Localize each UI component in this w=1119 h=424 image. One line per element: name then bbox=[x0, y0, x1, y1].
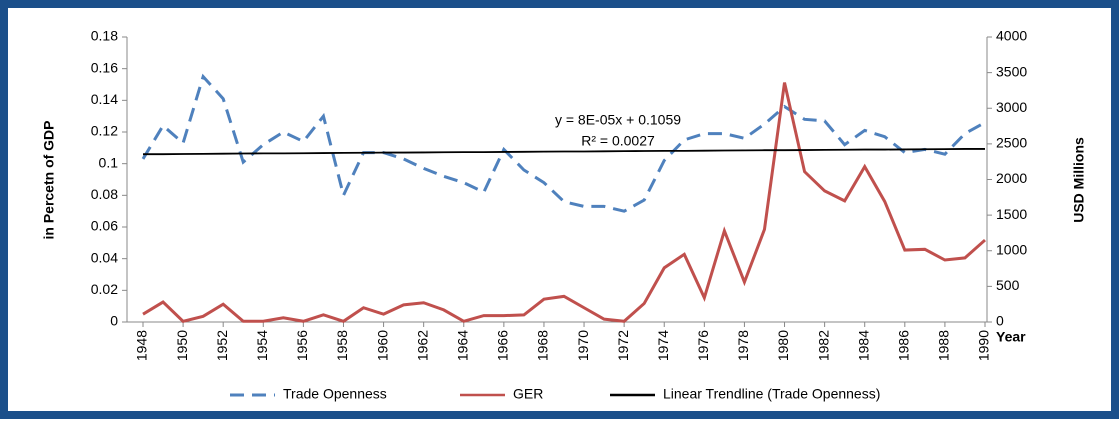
x-tick-label: 1974 bbox=[655, 330, 671, 361]
y2-tick-label: 2500 bbox=[996, 135, 1027, 151]
x-axis-title: Year bbox=[996, 329, 1026, 345]
y-tick-label: 0.16 bbox=[91, 59, 118, 75]
x-tick-label: 1968 bbox=[535, 330, 551, 361]
x-tick-label: 1970 bbox=[575, 330, 591, 361]
y-axis-title: in Percetn of GDP bbox=[41, 120, 57, 239]
series-line bbox=[142, 82, 986, 323]
x-tick-label: 1978 bbox=[735, 330, 751, 361]
y-tick-label: 0 bbox=[110, 313, 118, 329]
legend-label: Trade Openness bbox=[283, 386, 387, 402]
y2-tick-label: 500 bbox=[996, 277, 1020, 293]
x-tick-label: 1960 bbox=[374, 330, 390, 361]
x-tick-label: 1954 bbox=[254, 330, 270, 361]
x-tick-label: 1980 bbox=[775, 330, 791, 361]
x-tick-label: 1950 bbox=[174, 330, 190, 361]
x-tick-label: 1990 bbox=[976, 330, 992, 361]
x-tick-label: 1956 bbox=[294, 330, 310, 361]
series-line bbox=[143, 148, 985, 156]
y2-tick-label: 0 bbox=[996, 313, 1004, 329]
y2-tick-label: 3500 bbox=[996, 63, 1027, 79]
y-tick-label: 0.04 bbox=[91, 249, 118, 265]
y2-tick-label: 3000 bbox=[996, 99, 1027, 115]
x-tick-label: 1952 bbox=[214, 330, 230, 361]
y-tick-label: 0.1 bbox=[99, 154, 119, 170]
y-tick-label: 0.08 bbox=[91, 186, 118, 202]
x-tick-label: 1948 bbox=[134, 330, 150, 361]
x-tick-label: 1958 bbox=[334, 330, 350, 361]
y2-tick-label: 4000 bbox=[996, 28, 1027, 44]
x-tick-label: 1982 bbox=[815, 330, 831, 361]
legend-label: Linear Trendline (Trade Openness) bbox=[663, 386, 880, 402]
x-tick-label: 1976 bbox=[695, 330, 711, 361]
y2-tick-label: 2000 bbox=[996, 170, 1027, 186]
legend-label: GER bbox=[513, 386, 543, 402]
x-tick-label: 1988 bbox=[936, 330, 952, 361]
x-tick-label: 1972 bbox=[615, 330, 631, 361]
y2-tick-label: 1500 bbox=[996, 206, 1027, 222]
x-tick-label: 1986 bbox=[896, 330, 912, 361]
x-tick-label: 1964 bbox=[454, 330, 470, 361]
y2-tick-label: 1000 bbox=[996, 241, 1027, 257]
trend-equation: y = 8E-05x + 0.1059 bbox=[555, 112, 681, 128]
y2-axis-title: USD Millions bbox=[1071, 137, 1087, 223]
series-line bbox=[141, 73, 986, 213]
y-tick-label: 0.14 bbox=[91, 91, 118, 107]
x-tick-label: 1962 bbox=[414, 330, 430, 361]
x-tick-label: 1984 bbox=[855, 330, 871, 361]
y-tick-label: 0.02 bbox=[91, 281, 118, 297]
y-tick-label: 0.18 bbox=[91, 28, 118, 44]
y-tick-label: 0.12 bbox=[91, 123, 118, 139]
x-tick-label: 1966 bbox=[495, 330, 511, 361]
y-tick-label: 0.06 bbox=[91, 218, 118, 234]
trend-r2: R² = 0.0027 bbox=[581, 133, 655, 149]
